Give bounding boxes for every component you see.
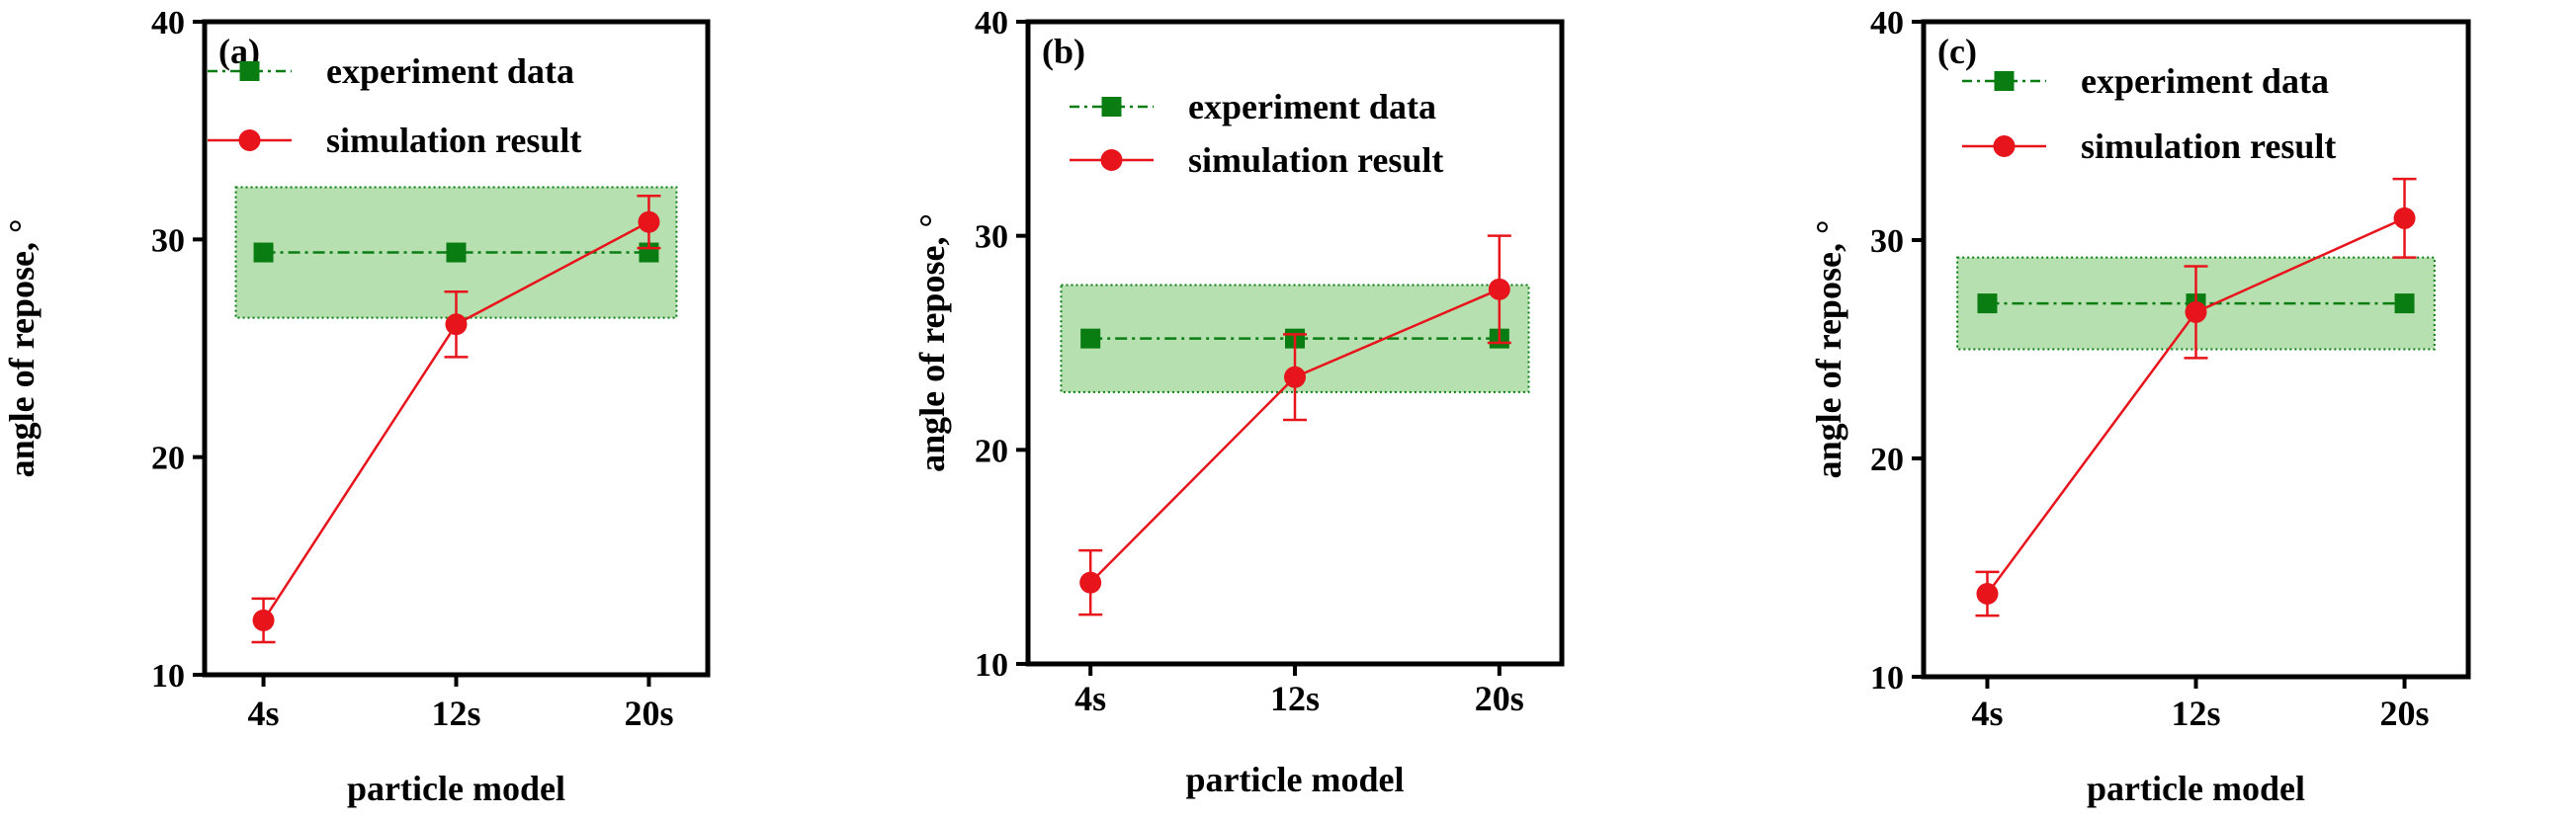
legend-entry-experiment: experiment data	[1962, 61, 2329, 101]
simulation-point	[1079, 571, 1102, 594]
y-tick-label: 30	[1870, 223, 1904, 260]
simulation-point	[1488, 278, 1510, 300]
y-tick-label: 10	[1870, 660, 1904, 697]
x-tick-label: 20s	[1475, 679, 1524, 718]
simulation-point	[1976, 583, 1999, 606]
simulation-point	[2185, 300, 2207, 323]
legend-entry-simulation: simulation result	[1070, 140, 1443, 180]
legend-label: simulation result	[326, 121, 581, 160]
legend-entry-experiment: experiment data	[1070, 87, 1436, 126]
panel-label: (b)	[1042, 32, 1085, 71]
experiment-point	[1977, 293, 1998, 314]
legend: experiment data simulation result	[1070, 87, 1443, 180]
x-tick-label: 4s	[1971, 694, 2003, 733]
x-tick-label: 12s	[431, 694, 480, 733]
x-tick-label: 4s	[248, 694, 280, 733]
legend-entry-simulation: simulation result	[208, 121, 581, 160]
y-tick-label: 20	[1870, 442, 1904, 478]
y-axis-title: angle of repose, °	[912, 213, 952, 472]
experiment-point	[253, 242, 274, 263]
x-axis-title: particle model	[1186, 760, 1405, 799]
y-tick-label: 40	[975, 5, 1008, 41]
y-tick-label: 30	[151, 222, 185, 259]
y-tick-label: 30	[975, 219, 1008, 256]
simulation-point	[2393, 206, 2416, 229]
y-tick-label: 10	[975, 647, 1008, 684]
x-tick-label: 20s	[2380, 694, 2430, 733]
y-axis-title: angle of repose, °	[2, 219, 42, 478]
experiment-point	[1080, 328, 1101, 349]
legend-label: experiment data	[2081, 61, 2329, 101]
y-tick-label: 40	[151, 5, 185, 41]
simulation-point	[1284, 366, 1306, 388]
legend: experiment data simulation result	[1962, 61, 2336, 166]
x-axis-title: particle model	[347, 769, 565, 808]
legend-label: experiment data	[1188, 87, 1436, 126]
experiment-point	[446, 242, 467, 263]
y-tick-label: 40	[1870, 5, 1904, 41]
panel-label: (c)	[1937, 32, 1977, 71]
simulation-point	[445, 313, 468, 336]
experiment-point	[2394, 293, 2415, 314]
chart-panel-3: 10 20 30 40 4s 12s 20s particle model angle of r…	[1809, 5, 2471, 808]
x-tick-label: 12s	[2171, 694, 2220, 733]
simulation-point	[638, 210, 660, 233]
chart-panel-1: 10 20 30 40 4s 12s 20s particle model angle of r…	[2, 5, 711, 808]
legend-entry-experiment: experiment data	[208, 51, 574, 91]
x-axis-title: particle model	[2087, 769, 2305, 808]
y-tick-label: 20	[975, 433, 1008, 469]
y-axis-title: angle of repose, °	[1809, 220, 1848, 479]
legend-label: experiment data	[326, 51, 574, 91]
legend-label: simulation result	[2081, 126, 2336, 166]
x-tick-label: 12s	[1270, 679, 1320, 718]
legend-entry-simulation: simulation result	[1962, 126, 2336, 166]
y-tick-label: 20	[151, 441, 185, 477]
x-tick-label: 4s	[1074, 679, 1106, 718]
simulation-point	[252, 609, 275, 631]
y-tick-label: 10	[151, 658, 185, 695]
legend-label: simulation result	[1188, 140, 1443, 180]
x-tick-label: 20s	[624, 694, 673, 733]
chart-panel-2: 10 20 30 40 4s 12s 20s particle model angle of r…	[912, 5, 1565, 799]
legend: experiment data simulation result	[208, 51, 581, 160]
